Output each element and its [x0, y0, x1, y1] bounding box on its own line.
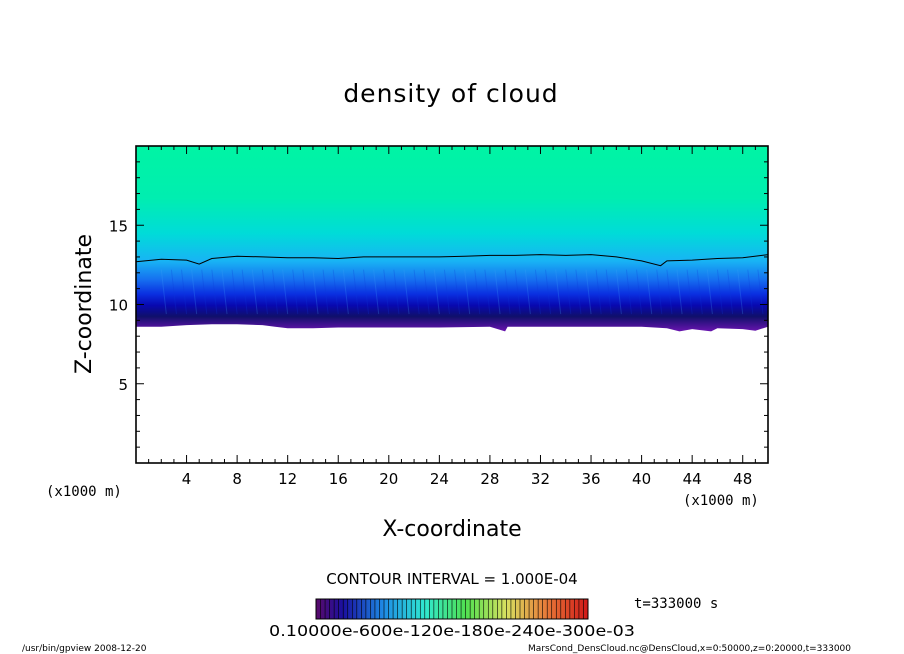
density-streak [261, 269, 268, 315]
density-streak [211, 269, 218, 315]
density-streak [454, 269, 461, 315]
density-streak [656, 269, 663, 315]
colorbar-ticks [320, 599, 584, 619]
x-unit-right: (x1000 m) [683, 493, 759, 509]
x-tick-label: 20 [379, 470, 398, 488]
x-tick-label: 28 [480, 470, 499, 488]
density-streak [413, 269, 420, 315]
density-streak [727, 269, 734, 315]
density-streak [272, 269, 279, 315]
x-tick-label: 4 [182, 470, 192, 488]
density-streak [565, 269, 572, 315]
footer-left: /usr/bin/gpview 2008-12-20 [22, 644, 147, 654]
density-streak [545, 269, 552, 315]
density-streak [595, 269, 602, 315]
density-streak [575, 269, 582, 315]
density-streak [605, 269, 612, 315]
density-streak [181, 269, 188, 315]
x-tick-label: 16 [329, 470, 348, 488]
density-streak [494, 269, 501, 315]
density-streak [676, 269, 683, 315]
y-tick-label: 15 [109, 217, 128, 235]
density-streak [342, 269, 349, 315]
y-tick-label: 5 [118, 376, 128, 394]
density-streak [433, 269, 440, 315]
colorbar-tick-labels: 0.10000e-600e-120e-180e-240e-300e-03 [269, 622, 635, 640]
chart-title: density of cloud [343, 79, 558, 108]
density-streak [585, 269, 592, 315]
density-streak [322, 269, 329, 315]
density-streak [636, 269, 643, 315]
density-streak [383, 269, 390, 315]
density-streak [332, 269, 339, 315]
density-streak [737, 269, 744, 315]
density-streak [646, 269, 653, 315]
density-streak [474, 269, 481, 315]
contour-interval-label: CONTOUR INTERVAL = 1.000E-04 [326, 570, 577, 588]
density-streak [241, 269, 248, 315]
density-streak [393, 269, 400, 315]
density-streak [524, 269, 531, 315]
density-streak [352, 269, 359, 315]
density-streak [312, 269, 319, 315]
density-streak [231, 269, 238, 315]
contour-line [135, 254, 769, 267]
density-streak [747, 269, 754, 315]
cloud-density-field [136, 146, 768, 332]
density-streak [423, 269, 430, 315]
density-streak [696, 269, 703, 315]
x-tick-label: 32 [531, 470, 550, 488]
y-tick-label: 10 [109, 297, 128, 315]
x-axis-ticks: 4 8 12 16 20 24 28 32 36 40 44 48 [148, 146, 756, 488]
density-streak [666, 269, 673, 315]
density-streak [757, 269, 764, 315]
colorbar [315, 598, 589, 620]
density-streak [251, 269, 258, 315]
density-streak [403, 269, 410, 315]
x-unit-left: (x1000 m) [46, 484, 122, 500]
x-tick-label: 40 [632, 470, 651, 488]
density-streak [292, 269, 299, 315]
density-streak [160, 269, 167, 315]
density-streak [464, 269, 471, 315]
footer-right: MarsCond_DensCloud.nc@DensCloud,x=0:5000… [528, 644, 851, 654]
density-streak [534, 269, 541, 315]
density-streaks [160, 269, 764, 315]
density-streak [302, 269, 309, 315]
x-tick-label: 44 [683, 470, 702, 488]
density-streak [282, 269, 289, 315]
density-streak [201, 269, 208, 315]
x-tick-label: 24 [430, 470, 449, 488]
density-streak [484, 269, 491, 315]
density-streak [504, 269, 511, 315]
density-streak [363, 269, 370, 315]
x-tick-label: 12 [278, 470, 297, 488]
y-axis-label: Z-coordinate [72, 234, 97, 374]
x-tick-label: 48 [733, 470, 752, 488]
time-label: t=333000 s [634, 596, 718, 612]
density-streak [615, 269, 622, 315]
density-streak [373, 269, 380, 315]
density-streak [170, 269, 177, 315]
density-streak [706, 269, 713, 315]
density-streak [555, 269, 562, 315]
y-axis-ticks: 5 10 15 [109, 161, 768, 448]
colorbar-frame [315, 598, 589, 620]
x-tick-label: 8 [232, 470, 242, 488]
density-streak [625, 269, 632, 315]
density-streak [716, 269, 723, 315]
density-streak [221, 269, 228, 315]
density-streak [514, 269, 521, 315]
density-streak [686, 269, 693, 315]
density-streak [191, 269, 198, 315]
x-tick-label: 36 [581, 470, 600, 488]
x-axis-label: X-coordinate [382, 517, 521, 542]
density-streak [443, 269, 450, 315]
